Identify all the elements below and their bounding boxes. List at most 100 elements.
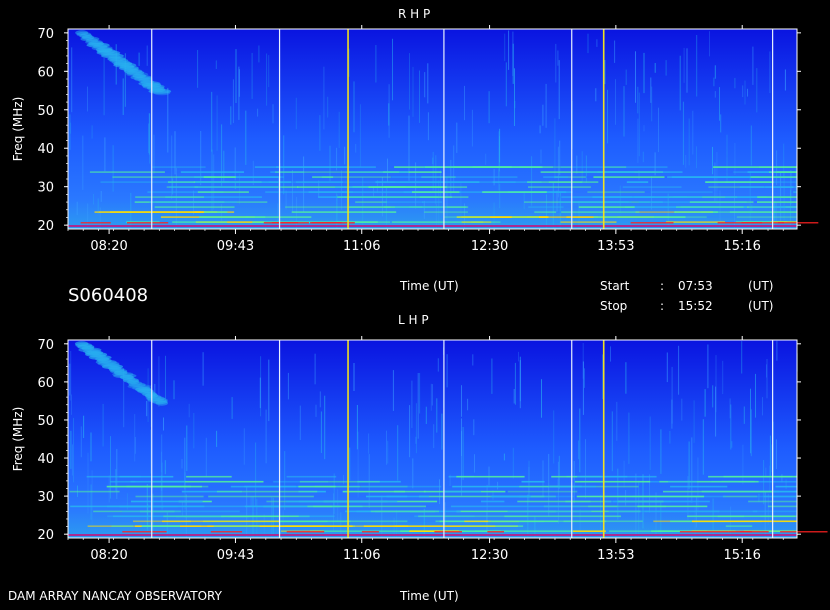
emission-band	[384, 186, 445, 188]
signal-streak	[446, 177, 448, 221]
signal-streak	[655, 492, 657, 538]
signal-streak	[638, 170, 640, 180]
emission-band	[558, 201, 632, 203]
signal-streak	[743, 406, 745, 424]
signal-streak	[336, 191, 338, 229]
signal-streak	[76, 201, 78, 216]
emission-band	[736, 216, 797, 218]
emission-band	[687, 515, 745, 518]
signal-streak	[134, 437, 136, 454]
signal-streak	[87, 86, 88, 112]
emission-band	[561, 211, 640, 213]
y-tick-label: 50	[37, 104, 54, 119]
signal-streak	[193, 413, 195, 449]
signal-streak	[696, 146, 697, 169]
signal-streak	[215, 60, 217, 69]
emission-band	[651, 530, 707, 532]
signal-streak	[688, 118, 690, 166]
signal-streak	[654, 63, 656, 73]
emission-band	[203, 211, 228, 213]
signal-streak	[769, 51, 771, 94]
signal-streak	[324, 395, 326, 460]
emission-band	[757, 196, 797, 198]
signal-streak	[742, 444, 744, 485]
signal-streak	[256, 499, 258, 538]
signal-streak	[616, 401, 618, 441]
signal-streak	[499, 128, 501, 163]
signal-streak	[765, 467, 767, 477]
emission-band	[251, 520, 351, 523]
signal-streak	[683, 47, 685, 83]
signal-streak	[611, 411, 613, 472]
arc-emission	[155, 400, 168, 406]
emission-band	[107, 505, 164, 508]
signal-streak	[82, 135, 84, 190]
signal-streak	[336, 147, 338, 171]
signal-streak	[231, 397, 233, 419]
emission-band	[543, 176, 569, 178]
signal-streak	[287, 372, 289, 400]
baseline-hotspot	[434, 531, 462, 533]
x-tick-label: 08:20	[90, 239, 127, 254]
emission-band	[295, 181, 343, 183]
emission-band	[603, 166, 627, 168]
emission-band	[165, 196, 262, 198]
signal-streak	[579, 408, 581, 473]
signal-streak	[423, 508, 425, 538]
signal-streak	[148, 123, 150, 153]
signal-streak	[619, 185, 621, 214]
emission-band	[307, 505, 333, 508]
arc-emission	[134, 76, 153, 82]
signal-streak	[234, 147, 236, 181]
signal-streak	[260, 356, 262, 417]
emission-band	[665, 221, 725, 223]
emission-band	[713, 166, 797, 168]
emission-band	[528, 206, 564, 208]
emission-band	[86, 475, 141, 478]
emission-band	[207, 525, 325, 527]
baseline-hotspot	[122, 531, 167, 533]
signal-streak	[425, 406, 427, 424]
signal-streak	[97, 198, 99, 214]
baseline-hotspot	[311, 222, 342, 224]
plot-frame-lhp	[67, 339, 798, 539]
emission-band	[450, 505, 581, 508]
emission-band	[386, 495, 429, 498]
signal-streak	[508, 30, 510, 70]
signal-streak	[582, 343, 584, 379]
signal-streak	[776, 340, 778, 361]
signal-streak	[353, 363, 355, 391]
emission-band	[692, 520, 797, 523]
emission-band	[772, 490, 797, 493]
emission-band	[412, 191, 460, 193]
signal-streak	[578, 440, 579, 460]
y-tick-label: 20	[37, 219, 54, 234]
emission-band	[245, 216, 312, 218]
signal-streak	[319, 391, 321, 408]
y-tick-label: 40	[37, 452, 54, 467]
signal-streak	[392, 38, 393, 101]
signal-streak	[531, 156, 533, 206]
signal-streak	[505, 62, 507, 107]
emission-band	[456, 216, 549, 218]
signal-streak	[243, 428, 245, 465]
emission-band	[507, 490, 578, 493]
signal-streak	[348, 48, 350, 77]
stop-label: Stop	[600, 299, 628, 313]
signal-streak	[200, 131, 202, 186]
signal-streak	[181, 459, 183, 469]
signal-streak	[436, 398, 438, 433]
arc-emission	[128, 382, 146, 388]
signal-streak	[464, 203, 465, 229]
emission-band	[452, 485, 582, 488]
emission-band	[708, 186, 764, 188]
signal-streak	[171, 135, 173, 200]
signal-streak	[184, 472, 186, 510]
signal-streak	[437, 358, 439, 372]
signal-streak	[70, 122, 72, 134]
signal-streak	[744, 80, 746, 105]
signal-streak	[542, 460, 544, 497]
start-sep: :	[660, 279, 665, 293]
emission-band	[113, 515, 201, 518]
signal-streak	[104, 137, 106, 172]
